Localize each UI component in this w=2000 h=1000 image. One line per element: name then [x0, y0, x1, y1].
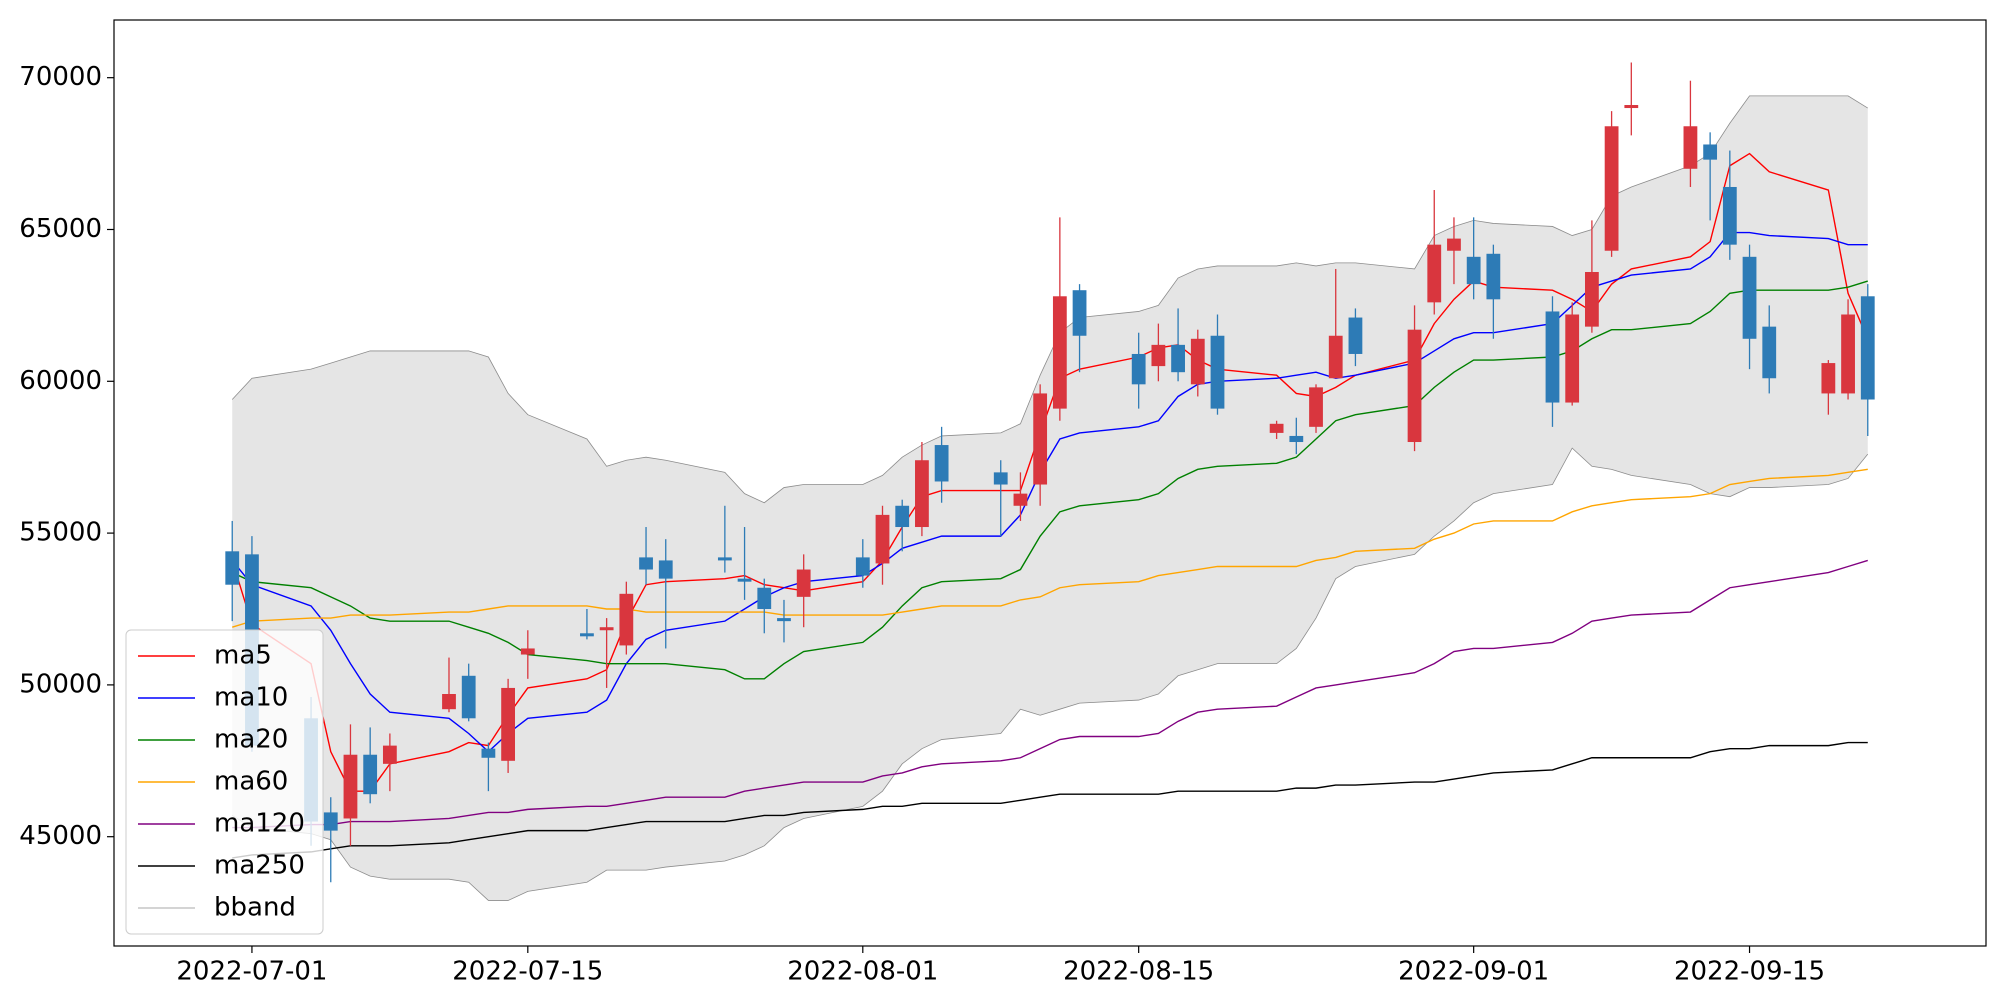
x-tick-label: 2022-09-01 — [1398, 957, 1549, 987]
candle-body — [1131, 353, 1146, 385]
plot-area — [225, 62, 1875, 901]
candle-body — [323, 812, 338, 831]
x-tick-label: 2022-07-15 — [452, 957, 603, 987]
candle-body — [1033, 393, 1048, 485]
candle-body — [461, 675, 476, 719]
y-tick-label: 45000 — [19, 821, 102, 851]
legend-label: ma120 — [214, 809, 305, 839]
ma-line — [232, 741, 1868, 859]
candle-body — [1171, 344, 1185, 373]
candle-body — [777, 618, 791, 622]
candle-body — [875, 514, 890, 564]
candle-body — [580, 633, 594, 637]
legend-label: ma20 — [214, 725, 288, 755]
bband-lower — [232, 447, 1869, 901]
candle-body — [1841, 314, 1855, 394]
candle-body — [1486, 253, 1501, 300]
candle-body — [1584, 271, 1599, 327]
legend: ma5 ma10 ma20 ma60 ma120 ma250 bband — [125, 629, 324, 935]
candle-body — [382, 745, 397, 764]
x-tick-label: 2022-07-01 — [176, 957, 327, 987]
bband-area — [232, 95, 1868, 901]
candle-body — [717, 557, 732, 561]
candle-body — [796, 569, 811, 597]
candle-body — [1624, 105, 1639, 109]
y-tick-label: 60000 — [19, 366, 102, 396]
x-tick-label: 2022-09-15 — [1674, 957, 1825, 987]
candle-body — [855, 557, 870, 576]
candle-body — [1860, 296, 1875, 400]
candle-body — [1722, 186, 1737, 245]
candle-body — [1447, 238, 1461, 251]
candle-body — [1289, 435, 1304, 443]
candle-body — [1604, 126, 1619, 251]
candle-body — [757, 587, 772, 609]
candle-body — [1427, 244, 1442, 303]
candle-body — [442, 694, 456, 710]
legend-label: ma250 — [214, 851, 305, 881]
candle-body — [1683, 126, 1698, 169]
legend-label: ma10 — [214, 683, 288, 713]
legend-label: ma60 — [214, 767, 288, 797]
candle-body — [1151, 344, 1166, 367]
candle-body — [363, 754, 378, 795]
candle-body — [658, 560, 673, 579]
candle-body — [501, 687, 516, 761]
candle-body — [1190, 338, 1205, 385]
candle-body — [481, 748, 496, 758]
x-tick-label: 2022-08-15 — [1063, 957, 1214, 987]
candle-body — [1565, 314, 1580, 403]
y-tick-label: 50000 — [19, 669, 102, 699]
candle-body — [915, 460, 929, 528]
candle-body — [1269, 423, 1284, 433]
candle-body — [225, 551, 240, 585]
candle-body — [1545, 311, 1560, 403]
candle-body — [1762, 326, 1777, 379]
bband-upper — [231, 95, 1868, 504]
candle-body — [1466, 256, 1481, 285]
candle-body — [1013, 493, 1028, 506]
candle-body — [737, 578, 752, 582]
legend-box — [125, 629, 324, 935]
candle-body — [1407, 329, 1422, 443]
candle-body — [1309, 387, 1323, 427]
candle-body — [1328, 335, 1343, 379]
ma-line — [232, 559, 1868, 829]
candle-body — [934, 445, 949, 482]
candle-body — [1821, 363, 1836, 394]
y-tick-label: 65000 — [19, 214, 102, 244]
candle-body — [599, 627, 614, 631]
plot-frame — [113, 19, 1987, 947]
ma-line — [231, 280, 1868, 680]
candle-body — [1072, 290, 1087, 336]
candle-body — [993, 472, 1008, 485]
candle-body — [343, 754, 358, 819]
candle-body — [1703, 144, 1718, 160]
y-tick-label: 70000 — [19, 62, 102, 92]
ma-line — [232, 468, 1868, 628]
y-tick-label: 55000 — [19, 518, 102, 548]
candle-body — [520, 648, 535, 655]
candle-body — [1210, 335, 1225, 409]
legend-label: ma5 — [214, 641, 272, 671]
x-tick-label: 2022-08-01 — [787, 957, 938, 987]
candle-body — [1052, 296, 1067, 409]
candle-body — [639, 557, 653, 570]
candle-body — [1742, 256, 1757, 339]
legend-label: bband — [214, 893, 296, 923]
candle-body — [895, 505, 910, 528]
candle-body — [1348, 317, 1363, 354]
candle-body — [619, 593, 634, 646]
